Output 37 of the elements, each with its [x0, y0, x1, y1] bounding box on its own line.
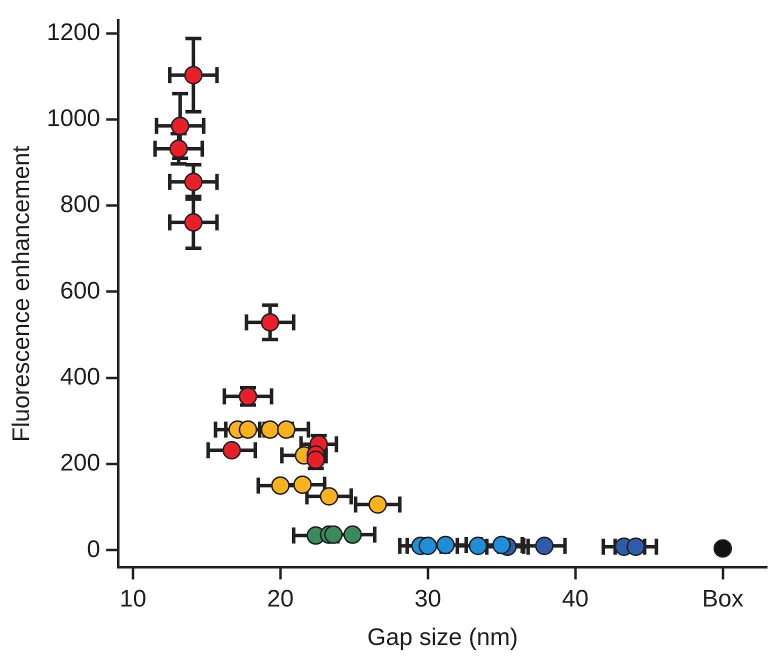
y-tick-label: 400 — [60, 364, 100, 391]
y-tick-label: 600 — [60, 277, 100, 304]
x-tick-label: Box — [702, 585, 744, 612]
point — [222, 440, 241, 460]
point — [184, 66, 203, 84]
point — [260, 313, 280, 332]
point — [418, 536, 438, 556]
y-tick-label: 0 — [86, 536, 100, 563]
y-axis-title: Fluorescence enhancement — [8, 145, 36, 442]
point — [320, 487, 338, 506]
x-axis-title: Gap size (nm) — [367, 624, 518, 652]
y-tick-label: 1200 — [46, 18, 100, 46]
y-tick-label: 800 — [60, 191, 100, 218]
x-tick-label: 10 — [120, 585, 146, 612]
point — [260, 420, 280, 439]
point — [324, 525, 343, 544]
y-tick-label: 1000 — [46, 105, 100, 132]
point — [184, 213, 203, 232]
point — [626, 537, 646, 556]
point — [468, 536, 488, 556]
x-tick-label: 20 — [267, 585, 294, 612]
y-tick-label: 200 — [60, 450, 100, 477]
point — [238, 420, 258, 439]
point — [343, 525, 362, 544]
x-tick-label: 40 — [562, 585, 589, 612]
point — [184, 172, 203, 192]
point — [714, 539, 732, 558]
point — [293, 475, 312, 494]
point — [436, 536, 455, 554]
point — [271, 476, 290, 495]
x-tick-label: 30 — [414, 585, 442, 612]
point — [368, 495, 387, 514]
point — [492, 536, 511, 554]
point — [169, 140, 188, 158]
point — [535, 536, 554, 556]
point — [277, 420, 296, 439]
point — [170, 116, 190, 136]
